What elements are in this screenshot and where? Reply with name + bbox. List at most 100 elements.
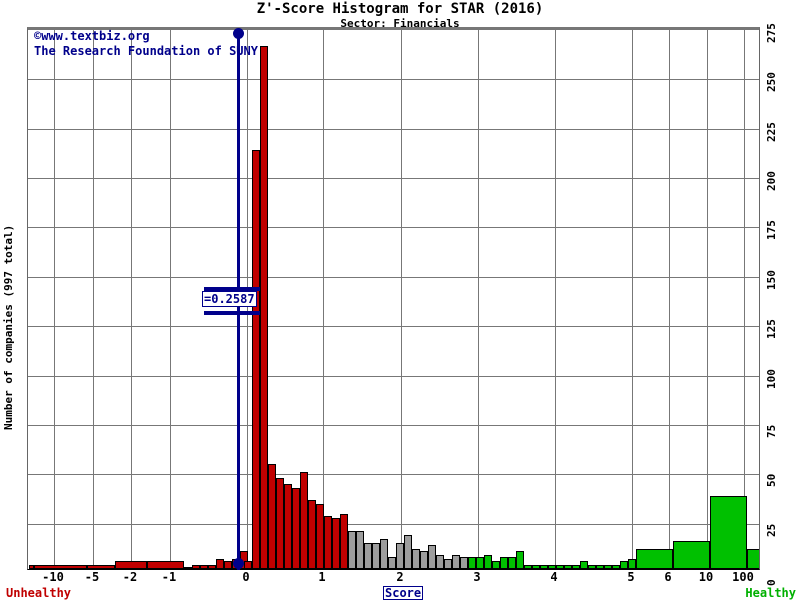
- histogram-bar: [572, 565, 580, 569]
- histogram-bar: [532, 565, 540, 569]
- histogram-bar: [540, 565, 548, 569]
- histogram-bar: [184, 567, 192, 569]
- x-tick-label: 6: [664, 570, 672, 584]
- gridline-vertical: [555, 30, 556, 569]
- histogram-bar: [556, 565, 564, 569]
- histogram-bar: [34, 565, 87, 569]
- gridline-vertical: [54, 30, 55, 569]
- histogram-bar: [412, 549, 420, 569]
- x-tick-label: 0: [242, 570, 250, 584]
- marker-bracket-bottom: [204, 311, 260, 315]
- gridline-vertical: [632, 30, 633, 569]
- histogram-bar: [564, 565, 572, 569]
- histogram-bar: [340, 513, 348, 569]
- x-tick-label: 5: [627, 570, 635, 584]
- x-axis-title: Score: [383, 586, 424, 600]
- gridline-horizontal: [28, 326, 759, 327]
- histogram-bar: [747, 549, 759, 569]
- histogram-bar: [580, 561, 588, 569]
- x-tick-label: -2: [122, 570, 138, 584]
- y-tick-label: 175: [765, 220, 778, 241]
- y-tick-label: 125: [765, 319, 778, 340]
- axis-note-unhealthy: Unhealthy: [6, 586, 72, 600]
- histogram-bar: [292, 488, 300, 569]
- gridline-horizontal: [28, 376, 759, 377]
- histogram-bar: [436, 555, 444, 569]
- y-tick-label: 75: [765, 424, 778, 438]
- histogram-bar: [200, 565, 208, 569]
- y-tick-label: 250: [765, 72, 778, 93]
- histogram-bar: [673, 541, 710, 569]
- x-tick-label: 2: [396, 570, 404, 584]
- gridline-vertical: [707, 30, 708, 569]
- gridline-vertical: [401, 30, 402, 569]
- axis-note-healthy: Healthy: [745, 586, 796, 600]
- histogram-bar: [364, 543, 372, 569]
- gridline-horizontal: [28, 79, 759, 80]
- y-tick-label: 275: [765, 23, 778, 43]
- gridline-vertical: [323, 30, 324, 569]
- histogram-bar: [710, 495, 747, 569]
- histogram-bar: [636, 549, 673, 569]
- marker-value-label: =0.2587: [202, 291, 257, 307]
- x-tick-label: 1: [318, 570, 326, 584]
- y-tick-label: 225: [765, 121, 778, 142]
- page-title: Z'-Score Histogram for STAR (2016): [256, 1, 544, 17]
- histogram-bar: [468, 557, 476, 569]
- histogram-bar: [388, 557, 396, 569]
- histogram-bar: [348, 531, 356, 569]
- y-tick-label: 150: [765, 269, 778, 290]
- plot-area: [27, 27, 760, 570]
- histogram-bar: [620, 561, 628, 569]
- histogram-bar: [500, 557, 508, 569]
- gridline-horizontal: [28, 277, 759, 278]
- histogram-bar: [628, 559, 636, 569]
- gridline-horizontal: [28, 474, 759, 475]
- x-tick-label: -1: [161, 570, 177, 584]
- histogram-bar: [244, 561, 252, 569]
- gridline-horizontal: [28, 524, 759, 525]
- histogram-bar: [308, 499, 316, 569]
- histogram-bar: [284, 484, 292, 569]
- histogram-bar: [372, 543, 380, 569]
- histogram-bar: [596, 565, 604, 569]
- histogram-bar: [428, 545, 436, 569]
- histogram-bar: [260, 45, 268, 569]
- gridline-horizontal: [28, 178, 759, 179]
- gridline-vertical: [669, 30, 670, 569]
- histogram-bar: [492, 561, 500, 569]
- histogram-bar: [29, 565, 34, 569]
- y-tick-label: 25: [765, 523, 778, 537]
- y-axis-title: Number of companies (997 total): [2, 224, 15, 430]
- histogram-bar: [516, 551, 524, 569]
- histogram-bar: [115, 561, 147, 569]
- histogram-bar: [460, 557, 468, 569]
- gridline-vertical: [170, 30, 171, 569]
- gridline-vertical: [744, 30, 745, 569]
- x-tick-label: 10: [698, 570, 714, 584]
- gridline-horizontal: [28, 425, 759, 426]
- histogram-bar: [216, 559, 224, 569]
- histogram-bar: [356, 531, 364, 569]
- histogram-bar: [87, 565, 115, 569]
- gridline-horizontal: [28, 227, 759, 228]
- histogram-bar: [300, 472, 308, 569]
- histogram-bar: [324, 515, 332, 569]
- histogram-bar: [420, 551, 428, 569]
- histogram-bar: [588, 565, 596, 569]
- y-tick-label: 50: [765, 474, 778, 488]
- histogram-bar: [332, 517, 340, 569]
- histogram-bar: [380, 539, 388, 569]
- x-tick-label: 3: [473, 570, 481, 584]
- marker-top-dot: [233, 28, 244, 39]
- gridline-vertical: [93, 30, 94, 569]
- histogram-bar: [208, 565, 216, 569]
- gridline-vertical: [478, 30, 479, 569]
- histogram-bar: [484, 555, 492, 569]
- y-tick-label: 200: [765, 171, 778, 192]
- histogram-bar: [452, 555, 460, 569]
- marker-bottom-dot: [233, 558, 244, 569]
- histogram-bar: [524, 565, 532, 569]
- x-tick-label: -5: [84, 570, 100, 584]
